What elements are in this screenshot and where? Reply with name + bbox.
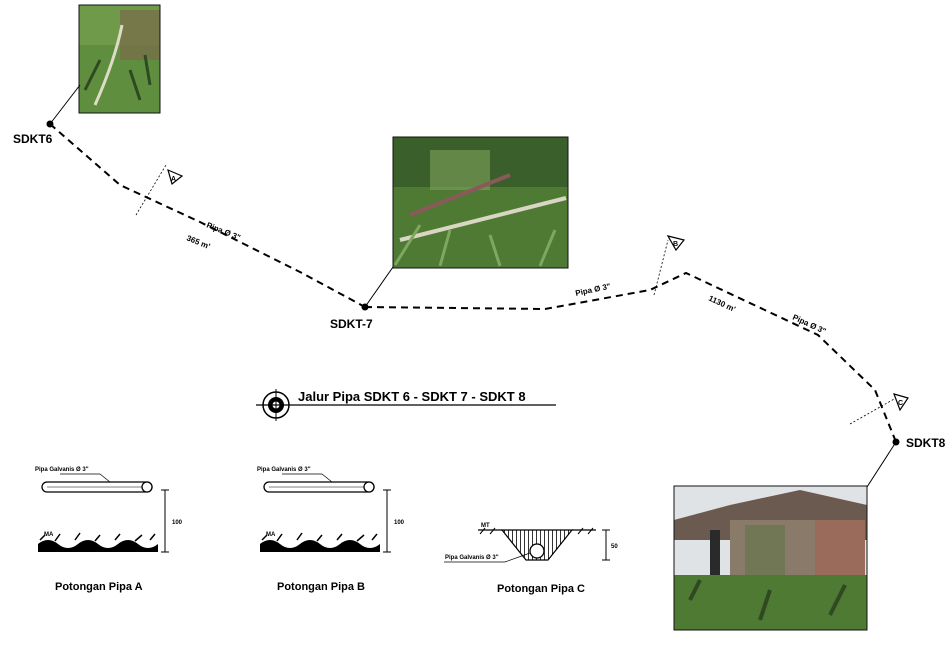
section-marker-a: A — [135, 164, 184, 216]
section-marker-a-letter: A — [171, 176, 176, 183]
section-b-ground-label: MA — [266, 532, 276, 538]
section-a-height-label: 100 — [172, 520, 183, 526]
section-a-ground-label: MA — [44, 532, 54, 538]
node-sdkt6-label: SDKT6 — [13, 132, 53, 146]
section-b-pipe-label: Pipa Galvanis Ø 3" — [257, 467, 311, 473]
section-c-pipe-label: Pipa Galvanis Ø 3" — [445, 555, 499, 561]
section-c-height-label: 50 — [611, 544, 618, 550]
leader-photo-sdkt8 — [866, 441, 897, 488]
section-b-caption: Potongan Pipa B — [277, 581, 365, 593]
photo-sdkt7 — [392, 136, 569, 269]
photo-sdkt6 — [78, 4, 161, 114]
section-a-pipe-label: Pipa Galvanis Ø 3" — [35, 467, 89, 473]
section-c-ground-label: MT — [481, 523, 490, 529]
section-b-height-label: 100 — [394, 520, 405, 526]
section-marker-c-letter: C — [898, 400, 903, 407]
node-sdkt7-label: SDKT-7 — [330, 317, 373, 331]
section-a-caption: Potongan Pipa A — [55, 581, 143, 593]
section-b-drawing — [260, 473, 391, 553]
section-c-drawing — [444, 527, 610, 563]
segment3-length-label: 1130 m' — [707, 294, 737, 314]
segment1-pipe-label: Pipa Ø 3" — [205, 221, 242, 243]
node-sdkt8-label: SDKT8 — [906, 436, 946, 450]
section-marker-b: B — [653, 235, 686, 296]
leader-photo-sdkt6 — [49, 84, 81, 125]
pipe-route-sdkt6-sdkt7 — [49, 123, 366, 308]
section-marker-b-letter: B — [673, 241, 678, 248]
segment2-pipe-label: Pipa Ø 3" — [575, 282, 612, 298]
photo-sdkt8 — [673, 485, 868, 631]
section-c-caption: Potongan Pipa C — [497, 583, 585, 595]
section-a-drawing — [38, 473, 169, 553]
leader-photo-sdkt7 — [364, 266, 394, 308]
segment1-length-label: 365 m' — [185, 234, 211, 252]
section-marker-c: C — [849, 393, 909, 425]
pipe-route-sdkt7-sdkt8 — [364, 271, 897, 443]
diagram-title: Jalur Pipa SDKT 6 - SDKT 7 - SDKT 8 — [298, 389, 526, 404]
